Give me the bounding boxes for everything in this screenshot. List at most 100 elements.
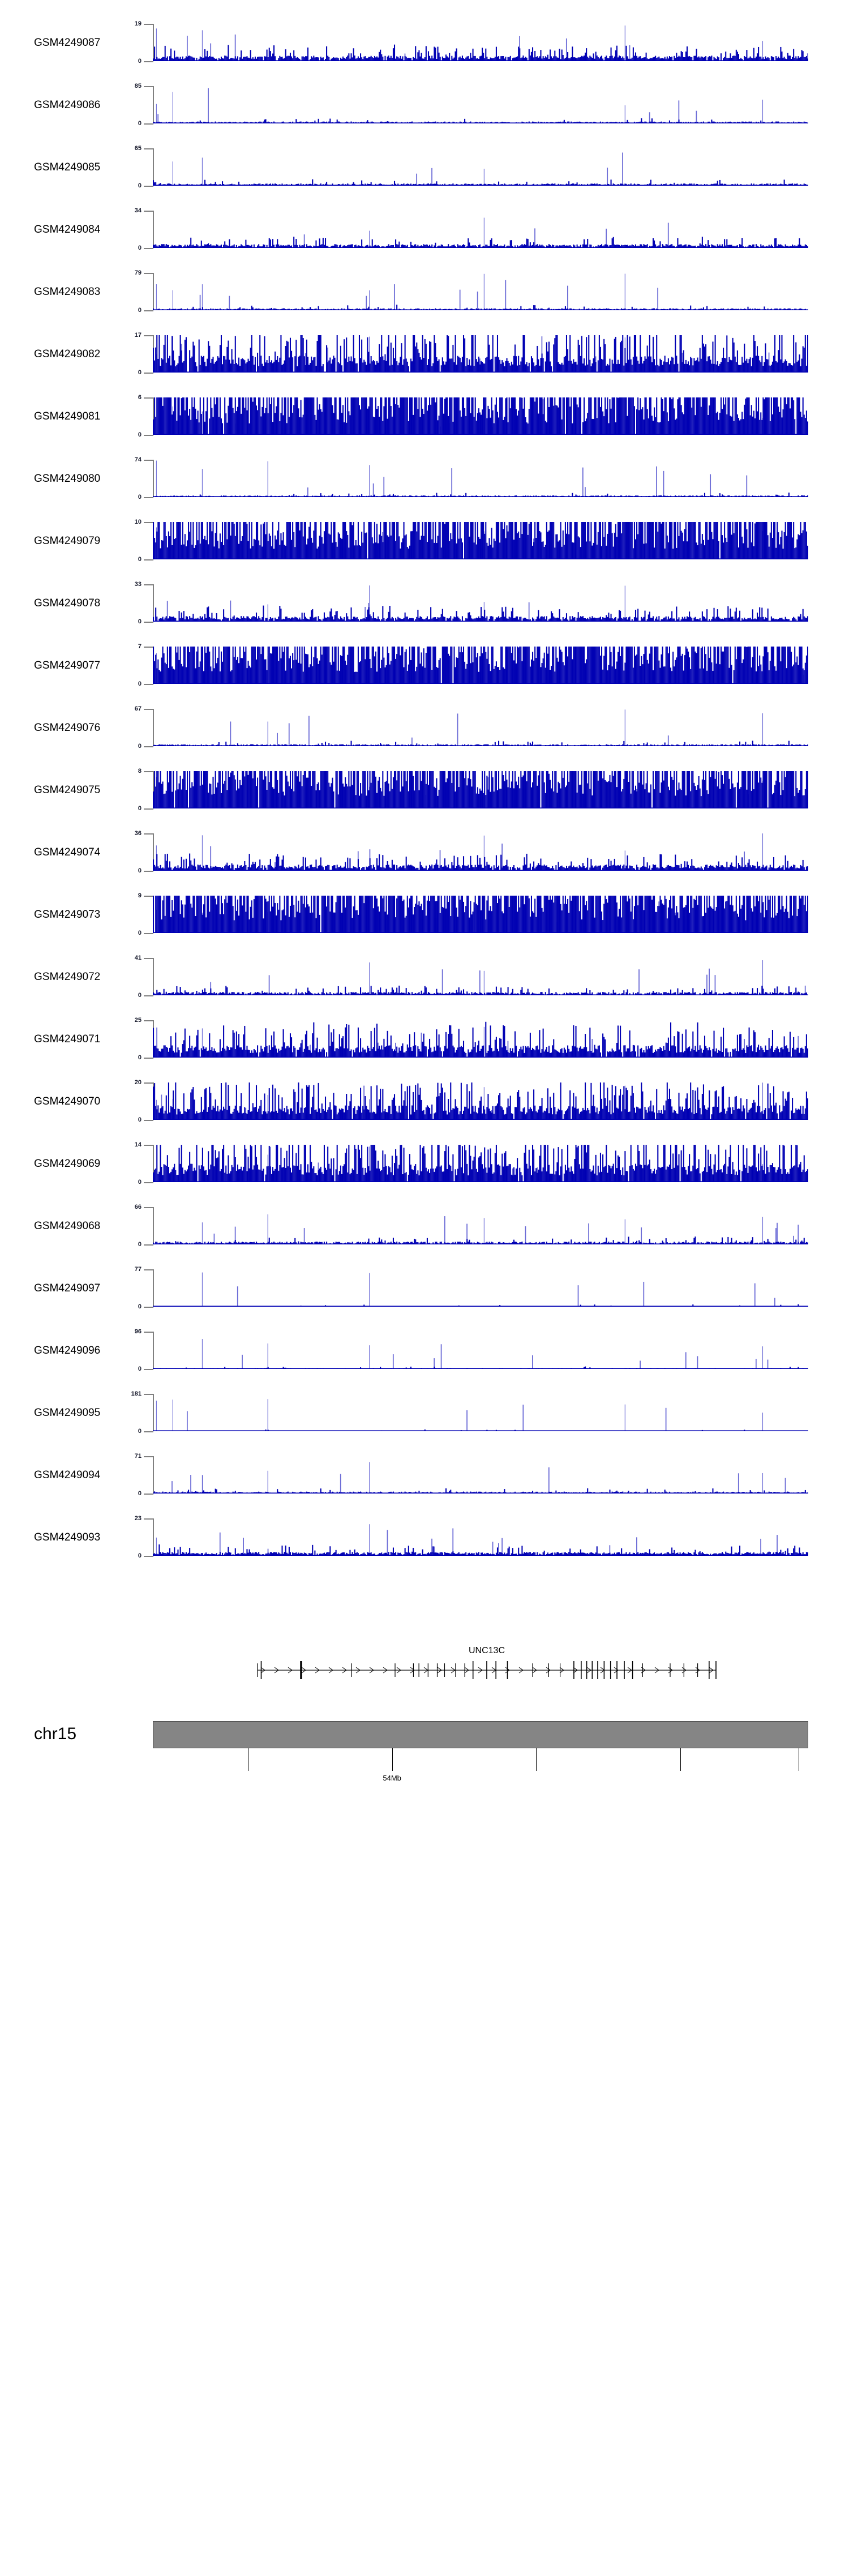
coverage-track[interactable]: GSM4249074 36 0 [0, 819, 849, 881]
y-axis-min-value: 0 [138, 1241, 142, 1248]
coverage-track[interactable]: GSM4249072 41 0 [0, 943, 849, 1005]
track-label-GSM4249071: GSM4249071 [34, 1033, 101, 1045]
track-label-GSM4249073: GSM4249073 [34, 909, 101, 921]
ideogram-bar[interactable] [153, 1721, 808, 1748]
coverage-track[interactable]: GSM4249068 66 0 [0, 1192, 849, 1255]
y-axis-spine [153, 24, 154, 61]
coverage-track[interactable]: GSM4249086 85 0 [0, 71, 849, 134]
coverage-histogram[interactable] [153, 1082, 808, 1120]
y-axis-tick-max [144, 584, 153, 585]
y-axis-min-value: 0 [138, 1303, 142, 1310]
coverage-histogram[interactable] [153, 896, 808, 933]
y-axis-min-value: 0 [138, 743, 142, 750]
coverage-track[interactable]: GSM4249087 19 0 [0, 9, 849, 71]
y-axis-spine [153, 771, 154, 808]
coverage-histogram[interactable] [153, 958, 808, 995]
coverage-track[interactable]: GSM4249070 20 0 [0, 1068, 849, 1130]
track-label-GSM4249094: GSM4249094 [34, 1469, 101, 1481]
coverage-histogram[interactable] [153, 1145, 808, 1182]
coverage-track[interactable]: GSM4249085 65 0 [0, 134, 849, 196]
coverage-track[interactable]: GSM4249097 77 0 [0, 1255, 849, 1317]
y-axis-tick-max [144, 1020, 153, 1021]
y-axis-max-value: 71 [134, 1453, 142, 1460]
y-axis-spine [153, 1394, 154, 1431]
coverage-histogram[interactable] [153, 24, 808, 61]
coverage-track[interactable]: GSM4249093 23 0 [0, 1504, 849, 1566]
coverage-histogram[interactable] [153, 1020, 808, 1058]
coverage-track[interactable]: GSM4249078 33 0 [0, 570, 849, 632]
coverage-histogram[interactable] [153, 1332, 808, 1369]
y-axis-max-value: 96 [134, 1328, 142, 1335]
y-axis-max-value: 79 [134, 269, 142, 276]
coverage-track[interactable]: GSM4249069 14 0 [0, 1130, 849, 1192]
coverage-histogram[interactable] [153, 771, 808, 808]
coverage-track[interactable]: GSM4249083 79 0 [0, 258, 849, 320]
y-axis-max-value: 34 [134, 207, 142, 214]
y-axis-spine [153, 958, 154, 995]
coverage-track[interactable]: GSM4249079 10 0 [0, 507, 849, 570]
track-label-GSM4249084: GSM4249084 [34, 224, 101, 236]
y-axis-max-value: 67 [134, 705, 142, 712]
coverage-histogram[interactable] [153, 211, 808, 248]
y-axis-tick-min [144, 1120, 153, 1121]
track-label-GSM4249082: GSM4249082 [34, 348, 101, 360]
coverage-track[interactable]: GSM4249080 74 0 [0, 445, 849, 507]
y-axis-min-value: 0 [138, 1428, 142, 1435]
y-axis-tick-min [144, 1182, 153, 1183]
coverage-histogram[interactable] [153, 148, 808, 186]
track-label-GSM4249081: GSM4249081 [34, 410, 101, 422]
coverage-track[interactable]: GSM4249073 9 0 [0, 881, 849, 943]
coverage-histogram[interactable] [153, 522, 808, 559]
coverage-track[interactable]: GSM4249071 25 0 [0, 1005, 849, 1068]
coverage-track[interactable]: GSM4249081 6 0 [0, 383, 849, 445]
y-axis-tick-max [144, 335, 153, 336]
coverage-track[interactable]: GSM4249096 96 0 [0, 1317, 849, 1379]
coverage-histogram[interactable] [153, 1456, 808, 1494]
chromosome-ideogram[interactable]: chr15 54Mb [0, 1711, 849, 1813]
coverage-histogram[interactable] [153, 1518, 808, 1556]
y-axis-min-value: 0 [138, 494, 142, 500]
y-axis-spine [153, 1518, 154, 1556]
y-axis-min-value: 0 [138, 992, 142, 999]
y-axis-min-value: 0 [138, 1116, 142, 1123]
track-label-GSM4249078: GSM4249078 [34, 597, 101, 609]
y-axis-tick-max [144, 1269, 153, 1270]
coverage-track[interactable]: GSM4249095 181 0 [0, 1379, 849, 1441]
ideogram-tick [392, 1748, 393, 1771]
track-label-GSM4249079: GSM4249079 [34, 535, 101, 547]
coverage-histogram[interactable] [153, 86, 808, 123]
coverage-histogram[interactable] [153, 335, 808, 373]
coverage-track[interactable]: GSM4249082 17 0 [0, 320, 849, 383]
coverage-histogram[interactable] [153, 1394, 808, 1431]
coverage-track[interactable]: GSM4249084 34 0 [0, 196, 849, 258]
coverage-track[interactable]: GSM4249075 8 0 [0, 756, 849, 819]
coverage-track[interactable]: GSM4249094 71 0 [0, 1441, 849, 1504]
y-axis-tick-max [144, 833, 153, 835]
y-axis-tick-max [144, 460, 153, 461]
y-axis-spine [153, 1332, 154, 1369]
track-label-GSM4249087: GSM4249087 [34, 37, 101, 49]
coverage-track[interactable]: GSM4249077 7 0 [0, 632, 849, 694]
y-axis-max-value: 36 [134, 830, 142, 837]
coverage-histogram[interactable] [153, 709, 808, 746]
y-axis-spine [153, 833, 154, 871]
coverage-histogram[interactable] [153, 273, 808, 310]
coverage-histogram[interactable] [153, 460, 808, 497]
y-axis-min-value: 0 [138, 681, 142, 687]
coverage-histogram[interactable] [153, 833, 808, 871]
y-axis-max-value: 33 [134, 581, 142, 588]
y-axis-tick-max [144, 958, 153, 959]
coverage-histogram[interactable] [153, 397, 808, 435]
coverage-track[interactable]: GSM4249076 67 0 [0, 694, 849, 756]
coverage-histogram[interactable] [153, 1207, 808, 1244]
ideogram-tick-label: 54Mb [383, 1774, 401, 1782]
coverage-histogram[interactable] [153, 1269, 808, 1307]
gene-model-track[interactable]: UNC13C [0, 1643, 849, 1688]
track-label-GSM4249095: GSM4249095 [34, 1407, 101, 1419]
y-axis-tick-min [144, 497, 153, 498]
coverage-histogram[interactable] [153, 584, 808, 622]
coverage-histogram[interactable] [153, 647, 808, 684]
y-axis-tick-min [144, 435, 153, 436]
y-axis-tick-max [144, 1394, 153, 1395]
y-axis-min-value: 0 [138, 182, 142, 189]
